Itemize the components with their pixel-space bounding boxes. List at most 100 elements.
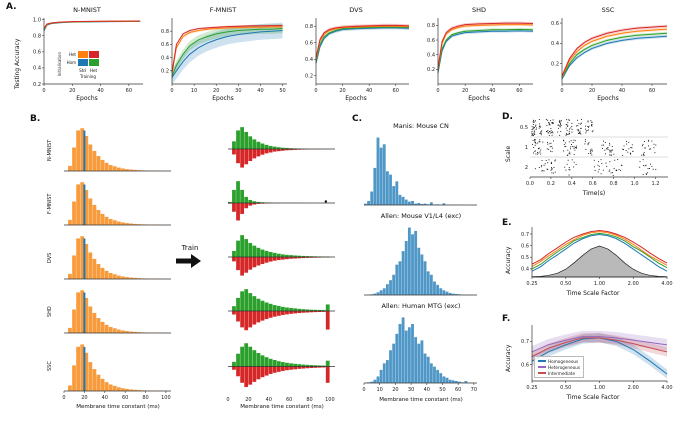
xlabel-epochs: Epochs [76, 95, 98, 102]
svg-text:0: 0 [436, 88, 439, 94]
svg-text:60: 60 [393, 88, 399, 94]
svg-text:40: 40 [97, 88, 103, 94]
legend-swatch [77, 58, 88, 66]
svg-text:60: 60 [126, 88, 132, 94]
svg-text:0.4: 0.4 [551, 41, 559, 47]
svg-text:2.00: 2.00 [628, 281, 639, 287]
svg-text:0.50: 0.50 [560, 385, 571, 391]
legend-col-std: Std [79, 67, 86, 73]
spike-raster-plot: 0.5 1 2 0.0 0.2 0.4 0.6 0.8 1.0 1.2 [520, 119, 668, 187]
svg-text:0: 0 [560, 88, 563, 94]
svg-text:60: 60 [516, 88, 522, 94]
svg-text:60: 60 [455, 387, 461, 393]
svg-text:20: 20 [213, 88, 219, 94]
svg-text:0.4: 0.4 [33, 66, 41, 72]
svg-text:2.00: 2.00 [628, 385, 639, 391]
svg-text:70: 70 [471, 387, 477, 393]
train-label: Train [181, 244, 199, 252]
legend-entry: Heterogeneous [538, 364, 580, 370]
legend-col-het: Het [89, 67, 98, 73]
legend-entry: Intermediate [538, 370, 580, 376]
svg-text:0.2: 0.2 [33, 82, 41, 88]
panel-e-ylabel: Accuracy [505, 246, 512, 274]
svg-text:1.0: 1.0 [33, 17, 41, 23]
svg-text:2: 2 [525, 165, 528, 171]
panel-label-f: F. [502, 314, 511, 324]
pre-hist-ssc: 0 20 40 60 80 100 [62, 344, 171, 401]
panel-label-b: B. [30, 114, 41, 124]
scale-legend: Homogeneous Heterogeneous Intermediate [534, 356, 584, 378]
svg-text:0.2: 0.2 [551, 61, 559, 67]
chart-dvs: DVS 0 20 40 60 0.2 0.4 0.6 0.8 Epochs [300, 6, 412, 102]
svg-text:1.00: 1.00 [594, 281, 605, 287]
chart-nmnist: N-MNIST 0 20 40 60 0.2 0.4 0.6 0.8 1.0 Epochs In… [28, 6, 146, 102]
legend-row-het: Het [68, 51, 76, 57]
panel-label-e: E. [502, 218, 512, 228]
xlabel-epochs: Epochs [597, 95, 619, 102]
row-label-fmnist: F-MNIST [47, 193, 53, 215]
svg-text:20: 20 [462, 88, 468, 94]
nmnist-accuracy-plot: 0 20 40 60 0.2 0.4 0.6 0.8 1.0 [33, 17, 143, 94]
svg-text:1.00: 1.00 [594, 385, 605, 391]
row-label-dvs: DVS [47, 252, 53, 264]
svg-text:40: 40 [366, 88, 372, 94]
svg-text:0.2: 0.2 [547, 181, 555, 187]
svg-text:0.50: 0.50 [560, 281, 571, 287]
hist-title-mouse-v1: Allen: Mouse V1/L4 (exc) [380, 212, 462, 220]
svg-text:0.6: 0.6 [551, 21, 559, 27]
svg-text:60: 60 [286, 397, 292, 403]
xlabel-timescale-e: Time Scale Factor [566, 290, 620, 297]
svg-text:0.4: 0.4 [305, 57, 313, 63]
chart-title-nmnist: N-MNIST [73, 6, 101, 14]
row-label-nmnist: N-MNIST [47, 139, 53, 161]
svg-text:0.5: 0.5 [521, 255, 529, 261]
svg-text:0.4: 0.4 [427, 52, 435, 58]
allen-human-mtg-hist: 0 10 20 30 40 50 60 70 [362, 317, 477, 393]
svg-text:0.2: 0.2 [427, 67, 435, 73]
svg-text:0.6: 0.6 [33, 50, 41, 56]
svg-text:0: 0 [170, 88, 173, 94]
svg-text:1.2: 1.2 [651, 181, 659, 187]
legend-init-header: Initialisation [57, 52, 62, 77]
svg-text:0.2: 0.2 [305, 74, 313, 80]
xlabel-epochs: Epochs [345, 95, 367, 102]
robustness-accuracy-plot: 0.25 0.50 1.00 2.00 4.00 0.6 0.7 [521, 325, 673, 391]
chart-title-dvs: DVS [349, 6, 363, 14]
svg-text:0.25: 0.25 [526, 385, 537, 391]
svg-text:0: 0 [226, 397, 229, 403]
svg-text:0.6: 0.6 [521, 362, 529, 368]
legend-swatch [538, 360, 546, 362]
svg-text:0.4: 0.4 [568, 181, 576, 187]
svg-text:0: 0 [42, 88, 45, 94]
row-label-shd: SHD [47, 306, 53, 318]
chart-title-ssc: SSC [601, 6, 615, 14]
svg-text:0.25: 0.25 [526, 281, 537, 287]
row-label-ssc: SSC [47, 361, 53, 371]
svg-text:20: 20 [392, 387, 398, 393]
xlabel-epochs: Epochs [212, 95, 234, 102]
svg-text:80: 80 [306, 397, 312, 403]
condition-legend: Initialisation Het Hom Std Het Training [57, 50, 99, 79]
legend-label: Homogeneous [548, 358, 579, 364]
svg-text:0.4: 0.4 [521, 267, 529, 273]
svg-text:0: 0 [362, 387, 365, 393]
svg-text:20: 20 [589, 88, 595, 94]
post-hist-ssc: 0 20 40 60 80 100 [226, 343, 335, 403]
svg-text:0.6: 0.6 [305, 41, 313, 47]
manis-mouse-cn-hist [364, 137, 477, 206]
legend-row-hom: Hom [66, 59, 76, 65]
svg-text:0.8: 0.8 [33, 34, 41, 40]
svg-text:40: 40 [102, 395, 108, 401]
svg-text:0.8: 0.8 [161, 29, 169, 35]
svg-text:0.7: 0.7 [521, 339, 529, 345]
pre-hist-fmnist [64, 182, 171, 226]
svg-text:40: 40 [424, 387, 430, 393]
hist-title-manis: Manis: Mouse CN [393, 122, 449, 130]
svg-text:0.6: 0.6 [427, 38, 435, 44]
xlabel-membrane-tc-left: Membrane time constant (ms) [76, 404, 160, 410]
svg-text:80: 80 [142, 395, 148, 401]
svg-text:0.8: 0.8 [305, 24, 313, 30]
chart-title-shd: SHD [471, 6, 487, 14]
panel-a-ylabel: Testing Accuracy [14, 38, 21, 90]
